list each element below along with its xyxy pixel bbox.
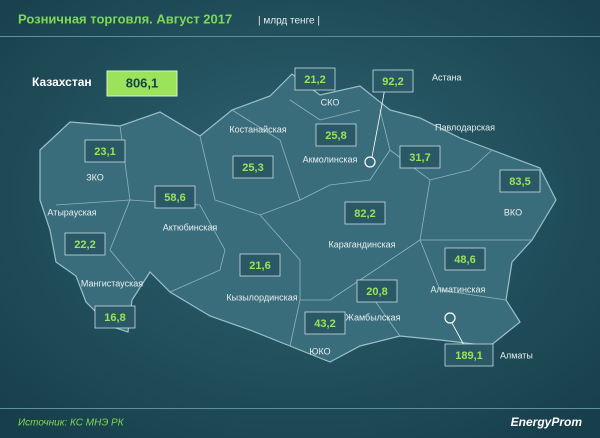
region-borders [55, 99, 532, 347]
total-value: 806,1 [126, 75, 159, 90]
title-rule [0, 36, 600, 37]
region-value: 31,7 [409, 152, 430, 164]
region-name: Костанайская [229, 124, 286, 134]
region-name: Кызылординская [226, 292, 297, 302]
source: Источник: КС МНЭ РК [18, 418, 125, 429]
region-value: 21,2 [304, 74, 325, 86]
region-name: СКО [321, 97, 340, 107]
region-value: 189,1 [455, 350, 483, 362]
region-value: 48,6 [454, 254, 475, 266]
region-value: 20,8 [366, 286, 387, 298]
value-box [294, 67, 336, 91]
region-value: 92,2 [382, 76, 403, 88]
region-name: Мангистауская [81, 278, 143, 288]
value-box [499, 169, 541, 193]
value-box [444, 343, 494, 367]
region-name: ЮКО [309, 346, 330, 356]
astana-pointer [371, 87, 386, 158]
region-value: 25,3 [242, 162, 263, 174]
region-name: Акмолинская [303, 154, 358, 164]
value-box [444, 247, 486, 271]
value-box [84, 139, 126, 163]
value-box [64, 232, 106, 256]
region-name: ВКО [504, 207, 522, 217]
value-box [94, 305, 136, 329]
footer-rule [0, 408, 600, 409]
region-value: 16,8 [104, 312, 125, 324]
region-value: 82,2 [354, 208, 375, 220]
region-value: 25,8 [325, 130, 346, 142]
region-name: Алматинская [431, 284, 486, 294]
total-box [106, 70, 178, 97]
astana-marker [364, 156, 376, 168]
region-value: 83,5 [509, 176, 530, 188]
value-box [344, 201, 386, 225]
almaty-pointer [451, 322, 466, 348]
logo: EnergyProm [511, 415, 583, 429]
total-label: Казахстан [32, 75, 92, 89]
region-name: Актюбинская [163, 222, 218, 232]
region-value: 23,1 [94, 146, 115, 158]
region-value: 58,6 [164, 192, 185, 204]
region-name: Жамбылская [346, 312, 401, 322]
value-box [356, 279, 398, 303]
region-name: Астана [432, 72, 462, 82]
region-value: 22,2 [74, 239, 95, 251]
region-value: 21,6 [249, 260, 270, 272]
region-name: ЗКО [86, 172, 104, 182]
region-name: Атырауская [47, 207, 96, 217]
title: Розничная торговля. Август 2017 [18, 11, 232, 26]
region-name: Алматы [500, 350, 533, 360]
region-name: Павлодарская [435, 122, 495, 132]
regions: 23,1 ЗКО 22,2 Атырауская 16,8 Мангистауская 58… [47, 67, 541, 367]
value-box [372, 69, 414, 93]
region-name: Карагандинская [328, 239, 395, 249]
value-box [399, 145, 441, 169]
value-box [154, 185, 196, 209]
value-box [304, 311, 346, 335]
almaty-marker [444, 312, 456, 324]
unit: | млрд тенге | [258, 16, 320, 27]
value-box [239, 253, 281, 277]
value-box [315, 123, 357, 147]
value-box [232, 155, 274, 179]
region-value: 43,2 [314, 318, 335, 330]
